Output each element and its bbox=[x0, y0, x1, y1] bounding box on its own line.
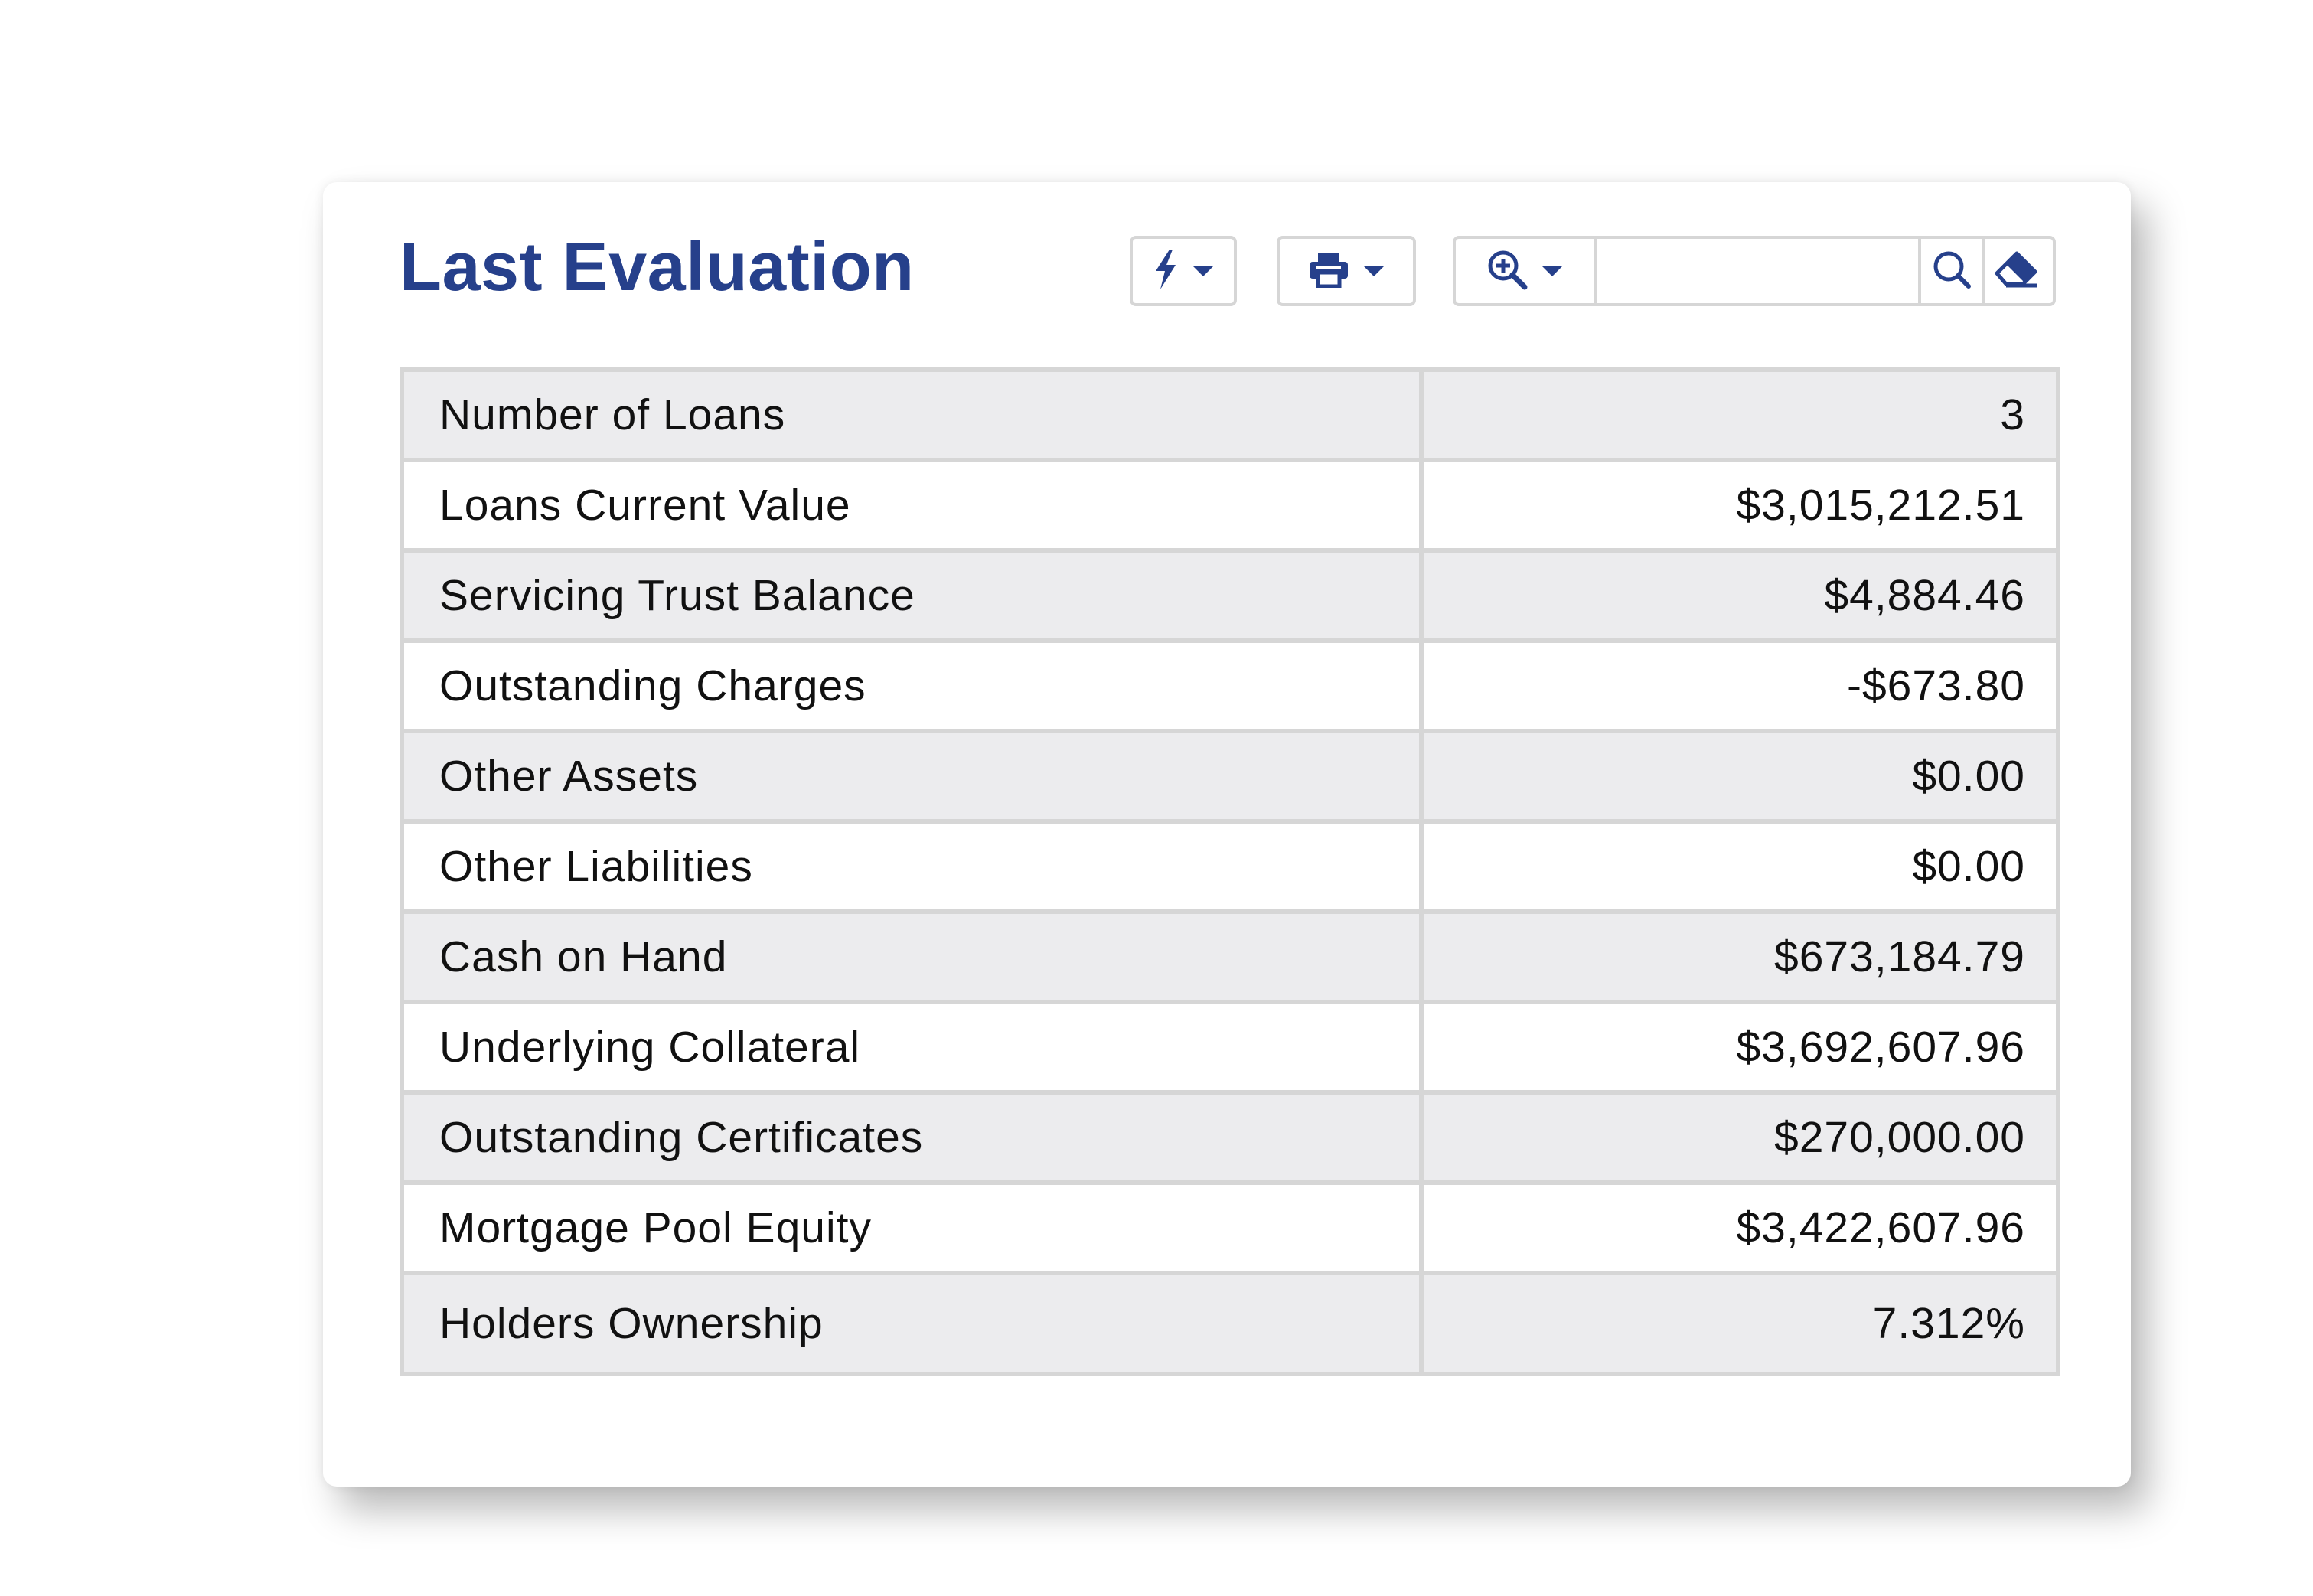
row-label: Servicing Trust Balance bbox=[400, 548, 1424, 643]
row-value: $3,422,607.96 bbox=[1419, 1180, 2060, 1275]
zoom-in-icon bbox=[1486, 249, 1528, 294]
row-label: Other Liabilities bbox=[400, 819, 1424, 914]
row-value: $0.00 bbox=[1419, 729, 2060, 824]
row-value: 3 bbox=[1419, 367, 2060, 462]
search-icon bbox=[1932, 250, 1972, 293]
zoom-dropdown-button[interactable] bbox=[1456, 239, 1597, 303]
row-value: 7.312% bbox=[1419, 1271, 2060, 1376]
table-row: Cash on Hand $673,184.79 bbox=[400, 909, 2060, 1004]
clear-search-button[interactable] bbox=[1982, 239, 2047, 303]
last-evaluation-panel: Last Evaluation bbox=[323, 182, 2131, 1487]
row-value: $270,000.00 bbox=[1419, 1090, 2060, 1185]
table-row: Holders Ownership 7.312% bbox=[400, 1271, 2060, 1376]
table-row: Number of Loans 3 bbox=[400, 367, 2060, 462]
row-value: -$673.80 bbox=[1419, 638, 2060, 733]
chevron-down-icon bbox=[1192, 266, 1214, 276]
row-label: Cash on Hand bbox=[400, 909, 1424, 1004]
search-toolbar bbox=[1453, 236, 2056, 306]
row-label: Underlying Collateral bbox=[400, 1000, 1424, 1095]
printer-icon bbox=[1308, 251, 1349, 292]
actions-dropdown-button[interactable] bbox=[1130, 236, 1237, 306]
table-row: Outstanding Certificates $270,000.00 bbox=[400, 1090, 2060, 1185]
row-label: Number of Loans bbox=[400, 367, 1424, 462]
row-label: Holders Ownership bbox=[400, 1271, 1424, 1376]
table-row: Loans Current Value $3,015,212.51 bbox=[400, 458, 2060, 553]
table-row: Servicing Trust Balance $4,884.46 bbox=[400, 548, 2060, 643]
row-value: $0.00 bbox=[1419, 819, 2060, 914]
table-row: Other Assets $0.00 bbox=[400, 729, 2060, 824]
row-label: Other Assets bbox=[400, 729, 1424, 824]
table-row: Mortgage Pool Equity $3,422,607.96 bbox=[400, 1180, 2060, 1275]
chevron-down-icon bbox=[1363, 266, 1385, 276]
row-label: Outstanding Charges bbox=[400, 638, 1424, 733]
row-value: $3,692,607.96 bbox=[1419, 1000, 2060, 1095]
eraser-icon bbox=[1994, 250, 2038, 292]
evaluation-table: Number of Loans 3 Loans Current Value $3… bbox=[400, 367, 2060, 1376]
row-label: Loans Current Value bbox=[400, 458, 1424, 553]
print-dropdown-button[interactable] bbox=[1277, 236, 1416, 306]
row-value: $673,184.79 bbox=[1419, 909, 2060, 1004]
table-row: Outstanding Charges -$673.80 bbox=[400, 638, 2060, 733]
search-input[interactable] bbox=[1597, 239, 1918, 303]
row-label: Outstanding Certificates bbox=[400, 1090, 1424, 1185]
search-button[interactable] bbox=[1918, 239, 1982, 303]
chevron-down-icon bbox=[1541, 266, 1563, 276]
panel-title: Last Evaluation bbox=[400, 229, 915, 305]
row-value: $3,015,212.51 bbox=[1419, 458, 2060, 553]
table-row: Other Liabilities $0.00 bbox=[400, 819, 2060, 914]
table-row: Underlying Collateral $3,692,607.96 bbox=[400, 1000, 2060, 1095]
row-label: Mortgage Pool Equity bbox=[400, 1180, 1424, 1275]
lightning-bolt-icon bbox=[1153, 249, 1179, 293]
row-value: $4,884.46 bbox=[1419, 548, 2060, 643]
